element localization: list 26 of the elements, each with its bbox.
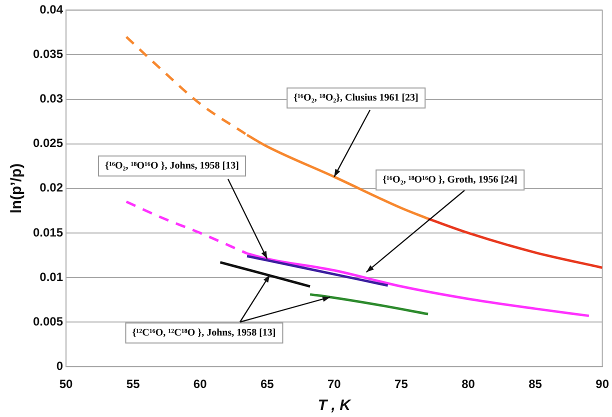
x-tick-label: 80 — [462, 377, 476, 392]
annotation: {¹⁶O₂, ¹⁸O₂}, Clusius 1961 [23] — [286, 88, 426, 108]
x-tick-label: 90 — [596, 377, 610, 392]
y-tick-label: 0.04 — [40, 2, 64, 17]
y-axis-title: ln(p’/p) — [8, 163, 26, 214]
x-tick-label: 65 — [260, 377, 274, 392]
y-tick-label: 0.02 — [40, 180, 64, 195]
annotation: {¹⁶O₂, ¹⁸O¹⁶O }, Johns, 1958 [13] — [98, 156, 246, 176]
x-tick-label: 55 — [126, 377, 140, 392]
x-tick-label: 70 — [328, 377, 342, 392]
x-axis-title: T , K — [318, 397, 352, 414]
y-tick-label: 0.015 — [33, 225, 64, 240]
y-tick-label: 0.03 — [40, 92, 64, 106]
annotation: {¹²C¹⁶O, ¹²C¹⁸O }, Johns, 1958 [13] — [125, 322, 283, 344]
x-tick-label: 75 — [394, 377, 408, 392]
annotation: {¹⁶O₂, ¹⁸O¹⁶O }, Groth, 1956 [24] — [376, 170, 524, 190]
x-tick-label: 60 — [193, 377, 208, 392]
y-tick-label: 0.035 — [33, 47, 64, 62]
y-tick-label: 0.005 — [33, 314, 64, 328]
line-series — [426, 217, 602, 269]
y-tick-label: 0.025 — [33, 136, 64, 150]
y-tick-label: 0 — [56, 358, 64, 373]
x-tick-label: 50 — [59, 377, 74, 392]
y-tick-label: 0.01 — [40, 270, 64, 284]
line-series — [308, 293, 430, 316]
x-tick-label: 85 — [528, 377, 542, 392]
